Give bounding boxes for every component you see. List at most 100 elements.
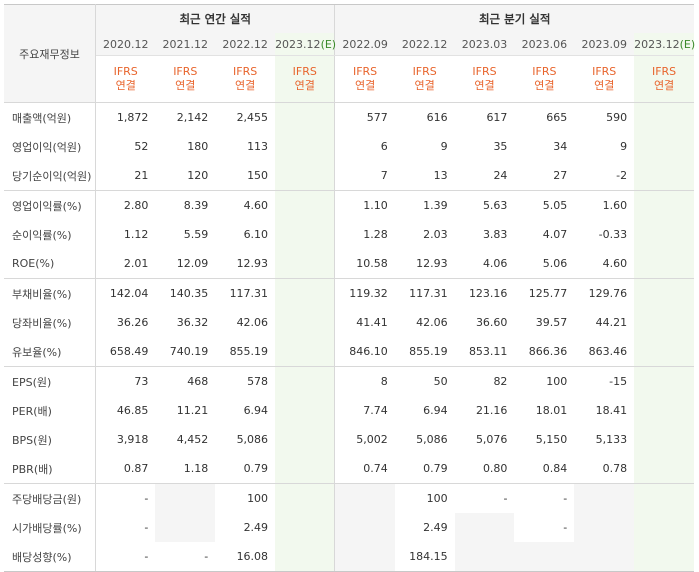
table-cell: 577	[334, 102, 395, 132]
table-cell: 3,918	[116, 433, 149, 446]
table-cell: 590	[606, 111, 628, 124]
table-cell: 2,455	[236, 111, 269, 124]
table-cell: 18.41	[595, 404, 628, 417]
row-label: 당기순이익(억원)	[4, 161, 97, 191]
table-cell: 5.63	[482, 199, 508, 212]
table-cell: 13	[394, 161, 455, 191]
table-cell	[334, 513, 395, 542]
table-cell: -	[503, 492, 508, 505]
table-cell: 4,452	[176, 433, 209, 446]
table-cell: 2,142	[176, 111, 209, 124]
table-cell	[514, 542, 575, 572]
table-cell: -	[563, 521, 568, 534]
table-cell	[275, 161, 335, 191]
table-cell: 120	[155, 161, 216, 191]
table-row: EPS(원) 73 468 578 8 50 82 100 -15	[4, 366, 694, 396]
row-label: 시가배당률(%)	[4, 513, 97, 542]
row-label: 영업이익(억원)	[4, 132, 97, 161]
table-cell: 36.32	[176, 316, 209, 329]
table-cell	[275, 483, 335, 513]
row-label: 순이익률(%)	[4, 220, 97, 249]
consolidated-label: 연결	[175, 79, 196, 92]
table-cell: 5,002	[334, 425, 395, 454]
table-cell	[634, 249, 694, 279]
table-cell: 50	[433, 375, 448, 388]
table-cell: 21.16	[475, 404, 508, 417]
table-cell: 82	[493, 375, 508, 388]
table-cell: 1.12	[123, 228, 149, 241]
table-cell: 113	[247, 140, 269, 153]
table-cell: 52	[134, 140, 149, 153]
table-cell	[334, 542, 395, 572]
table-cell	[634, 483, 694, 513]
ifrs-consolidated-label: IFRS 연결	[634, 55, 694, 103]
table-cell: 0.78	[574, 454, 635, 484]
financial-summary-table: 주요재무정보 최근 연간 실적 최근 분기 실적 2020.12 2021.12 2…	[4, 4, 696, 572]
table-cell: 4.60	[243, 199, 269, 212]
ifrs-label: IFRS	[592, 65, 617, 78]
table-cell: 16.08	[215, 542, 276, 572]
ifrs-label: IFRS	[472, 65, 497, 78]
table-cell	[634, 513, 694, 542]
ifrs-consolidated-label: IFRS 연결	[454, 55, 515, 103]
table-row: BPS(원) 3,918 4,452 5,086 5,002 5,086 5,076 5,15…	[4, 425, 694, 454]
table-cell	[634, 132, 694, 161]
table-cell: 129.76	[588, 287, 628, 300]
table-cell: 1.39	[423, 199, 448, 212]
table-cell	[454, 513, 515, 542]
table-cell: 123.16	[468, 287, 508, 300]
table-cell	[634, 190, 694, 220]
row-label: 배당성향(%)	[4, 542, 97, 572]
table-cell: 140.35	[169, 287, 209, 300]
table-cell	[155, 513, 216, 542]
table-cell: 5,133	[595, 433, 628, 446]
table-cell: 10.58	[334, 249, 395, 279]
table-cell	[275, 425, 335, 454]
table-cell: 12.09	[155, 249, 216, 279]
table-cell: 142.04	[109, 287, 149, 300]
period-header: 2020.12	[95, 33, 156, 56]
table-row: 유보율(%) 658.49 740.19 855.19 846.10 855.19 853.…	[4, 337, 694, 367]
table-cell	[275, 102, 335, 132]
table-cell	[275, 337, 335, 367]
table-cell: 119.32	[334, 278, 395, 308]
ifrs-consolidated-label: IFRS 연결	[155, 55, 216, 103]
period-text: 2023.12	[275, 37, 321, 51]
ifrs-label: IFRS	[412, 65, 437, 78]
table-cell	[634, 308, 694, 337]
table-cell: 2.80	[123, 199, 149, 212]
table-cell: 2.01	[95, 249, 156, 279]
table-cell	[574, 483, 635, 513]
table-row: 영업이익(억원) 52 180 113 6 9 35 34 9	[4, 132, 694, 161]
table-cell: 24	[454, 161, 515, 191]
table-cell: 6.94	[243, 404, 269, 417]
row-label: 영업이익률(%)	[4, 190, 97, 220]
table-cell	[634, 161, 694, 191]
table-row: 배당성향(%) - -16.08 184.15	[4, 542, 694, 572]
period-header: 2021.12	[155, 33, 216, 56]
estimate-marker: (E)	[679, 37, 696, 51]
table-cell: 46.85	[116, 404, 149, 417]
ifrs-label: IFRS	[651, 65, 677, 78]
table-cell: 0.79	[394, 454, 455, 484]
table-cell: 5.06	[514, 249, 575, 279]
table-cell: 42.06	[236, 316, 269, 329]
table-cell: 4.60	[574, 249, 635, 279]
consolidated-label: 연결	[474, 79, 495, 92]
ifrs-label: IFRS	[292, 65, 317, 78]
period-header: 2022.12	[215, 33, 276, 56]
table-cell: 125.77	[528, 287, 568, 300]
table-cell: 4.06	[454, 249, 515, 279]
table-cell: 8	[334, 366, 395, 396]
table-cell: -2	[574, 161, 635, 191]
table-cell: 0.74	[334, 454, 395, 484]
period-header: 2023.12(E)	[634, 33, 696, 56]
table-cell: 616	[426, 111, 448, 124]
table-cell: 0.80	[454, 454, 515, 484]
period-text: 2023.12	[634, 37, 680, 51]
consolidated-label: 연결	[653, 79, 675, 92]
row-label: 주당배당금(원)	[4, 483, 97, 513]
table-cell: 6.94	[423, 404, 448, 417]
table-row: PBR(배) 0.87 1.18 0.79 0.74 0.79 0.80 0.84 0.78	[4, 454, 694, 484]
consolidated-label: 연결	[294, 79, 315, 92]
